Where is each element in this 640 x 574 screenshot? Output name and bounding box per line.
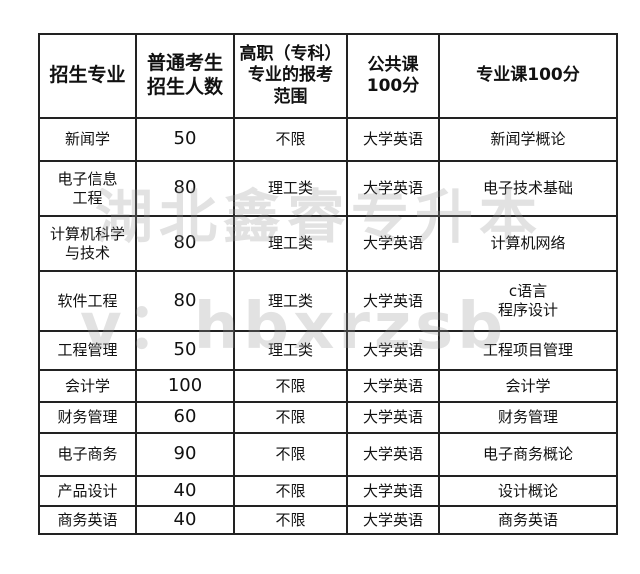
cell-quota: 40 [135,505,235,535]
table-row: 商务英语 40 不限 大学英语 商务英语 [38,505,618,535]
cell-public-course: 大学英语 [346,270,440,332]
cell-major: 财务管理 [38,401,137,434]
cell-major-course: 会计学 [438,369,618,403]
cell-major: 新闻学 [38,117,137,162]
cell-scope: 不限 [233,401,348,434]
cell-public-course: 大学英语 [346,117,440,162]
cell-quota: 80 [135,160,235,217]
cell-major-course: 财务管理 [438,401,618,434]
cell-major: 会计学 [38,369,137,403]
cell-scope: 理工类 [233,330,348,371]
cell-major: 产品设计 [38,475,137,507]
cell-quota: 90 [135,432,235,477]
cell-scope: 不限 [233,505,348,535]
cell-quota: 50 [135,117,235,162]
table-row: 工程管理 50 理工类 大学英语 工程项目管理 [38,330,618,371]
table-row: 会计学 100 不限 大学英语 会计学 [38,369,618,403]
cell-scope: 不限 [233,475,348,507]
cell-major-course: c语言 程序设计 [438,270,618,332]
cell-quota: 80 [135,215,235,272]
header-quota: 普通考生 招生人数 [135,33,235,119]
cell-major: 电子商务 [38,432,137,477]
table-row: 计算机科学 与技术 80 理工类 大学英语 计算机网络 [38,215,618,272]
header-major: 招生专业 [38,33,137,119]
cell-scope: 不限 [233,117,348,162]
admissions-table: 招生专业 普通考生 招生人数 高职（专科） 专业的报考 范围 公共课 100分 专业课1… [38,33,618,535]
cell-public-course: 大学英语 [346,215,440,272]
cell-scope: 理工类 [233,270,348,332]
cell-scope: 理工类 [233,160,348,217]
table-row: 电子商务 90 不限 大学英语 电子商务概论 [38,432,618,477]
header-public-course: 公共课 100分 [346,33,440,119]
cell-major-course: 设计概论 [438,475,618,507]
cell-major: 电子信息 工程 [38,160,137,217]
cell-major-course: 新闻学概论 [438,117,618,162]
cell-public-course: 大学英语 [346,401,440,434]
cell-major-course: 工程项目管理 [438,330,618,371]
cell-public-course: 大学英语 [346,160,440,217]
cell-public-course: 大学英语 [346,330,440,371]
cell-major-course: 计算机网络 [438,215,618,272]
cell-quota: 60 [135,401,235,434]
table-row: 软件工程 80 理工类 大学英语 c语言 程序设计 [38,270,618,332]
cell-quota: 80 [135,270,235,332]
cell-major: 商务英语 [38,505,137,535]
cell-major: 计算机科学 与技术 [38,215,137,272]
cell-quota: 50 [135,330,235,371]
cell-scope: 理工类 [233,215,348,272]
cell-major: 工程管理 [38,330,137,371]
header-scope: 高职（专科） 专业的报考 范围 [233,33,348,119]
table-row: 财务管理 60 不限 大学英语 财务管理 [38,401,618,434]
cell-scope: 不限 [233,369,348,403]
header-major-course: 专业课100分 [438,33,618,119]
cell-major: 软件工程 [38,270,137,332]
table-row: 产品设计 40 不限 大学英语 设计概论 [38,475,618,507]
header-row: 招生专业 普通考生 招生人数 高职（专科） 专业的报考 范围 公共课 100分 专业课1… [38,33,618,119]
cell-quota: 40 [135,475,235,507]
cell-major-course: 电子商务概论 [438,432,618,477]
cell-public-course: 大学英语 [346,505,440,535]
cell-scope: 不限 [233,432,348,477]
cell-major-course: 电子技术基础 [438,160,618,217]
cell-public-course: 大学英语 [346,475,440,507]
cell-quota: 100 [135,369,235,403]
table-row: 新闻学 50 不限 大学英语 新闻学概论 [38,117,618,162]
table-row: 电子信息 工程 80 理工类 大学英语 电子技术基础 [38,160,618,217]
cell-public-course: 大学英语 [346,432,440,477]
cell-public-course: 大学英语 [346,369,440,403]
cell-major-course: 商务英语 [438,505,618,535]
